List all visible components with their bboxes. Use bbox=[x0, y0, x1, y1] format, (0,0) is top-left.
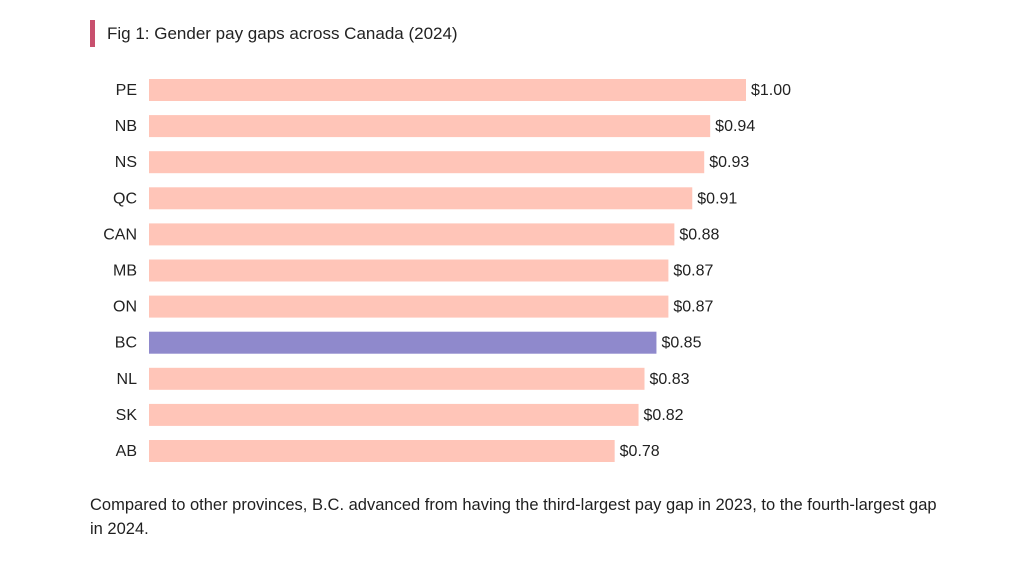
bar-qc bbox=[149, 187, 693, 210]
category-label-mb: MB bbox=[113, 263, 137, 280]
value-label-on: $0.87 bbox=[673, 299, 713, 316]
bar-bc bbox=[149, 331, 657, 354]
bar-nb bbox=[149, 115, 711, 138]
category-label-bc: BC bbox=[115, 335, 137, 352]
value-label-nb: $0.94 bbox=[715, 118, 755, 135]
value-label-can: $0.88 bbox=[679, 226, 719, 243]
bar-on bbox=[149, 295, 669, 318]
chart-title: Fig 1: Gender pay gaps across Canada (20… bbox=[107, 23, 458, 43]
category-label-nb: NB bbox=[115, 118, 137, 135]
category-label-sk: SK bbox=[116, 407, 138, 424]
title-accent-bar bbox=[90, 20, 95, 47]
bar-pe bbox=[149, 79, 746, 101]
category-label-qc: QC bbox=[113, 190, 137, 207]
category-label-on: ON bbox=[113, 299, 137, 316]
bar-nl bbox=[149, 367, 645, 390]
bar-sk bbox=[149, 403, 639, 426]
value-label-nl: $0.83 bbox=[650, 371, 690, 388]
category-label-ns: NS bbox=[115, 154, 137, 171]
value-label-ns: $0.93 bbox=[709, 154, 749, 171]
chart-caption: Compared to other provinces, B.C. advanc… bbox=[90, 496, 937, 538]
value-label-bc: $0.85 bbox=[661, 335, 701, 352]
bar-can bbox=[149, 223, 675, 246]
category-label-nl: NL bbox=[117, 371, 138, 388]
category-label-ab: AB bbox=[116, 443, 137, 460]
bar-ns bbox=[149, 151, 705, 174]
value-label-ab: $0.78 bbox=[620, 443, 660, 460]
value-label-pe: $1.00 bbox=[751, 82, 791, 99]
category-label-pe: PE bbox=[116, 82, 137, 99]
bar-mb bbox=[149, 259, 669, 282]
value-label-sk: $0.82 bbox=[644, 407, 684, 424]
bar-chart: PE $1.00 NB $0.94 NS $0.93 QC $0.91 CAN $0.88 MB $0… bbox=[103, 79, 791, 462]
value-label-mb: $0.87 bbox=[673, 263, 713, 280]
bar-ab bbox=[149, 440, 615, 462]
chart-title-bar: Fig 1: Gender pay gaps across Canada (20… bbox=[90, 20, 458, 47]
category-label-can: CAN bbox=[103, 226, 137, 243]
value-label-qc: $0.91 bbox=[697, 190, 737, 207]
